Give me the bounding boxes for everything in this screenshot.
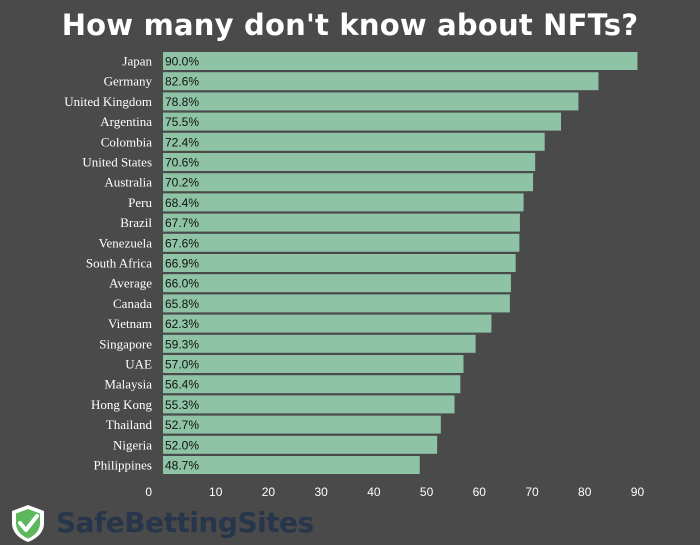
category-label: South Africa bbox=[86, 256, 152, 271]
category-label: Vietnam bbox=[108, 316, 152, 331]
category-label: Philippines bbox=[93, 458, 152, 473]
bars-layer: Japan 90.0% Germany 82.6% United Kingdom 78.8… bbox=[64, 52, 638, 474]
bar-10 bbox=[163, 254, 516, 272]
bar-18 bbox=[163, 415, 441, 434]
bar-5 bbox=[163, 153, 536, 171]
value-label: 66.0% bbox=[165, 277, 199, 291]
bar-11 bbox=[163, 274, 511, 293]
category-label: Peru bbox=[128, 195, 152, 210]
x-tick-label: 70 bbox=[525, 485, 539, 499]
x-tick-label: 50 bbox=[420, 485, 434, 499]
bar-13 bbox=[163, 314, 492, 333]
value-label: 66.9% bbox=[165, 257, 199, 271]
bar-19 bbox=[163, 435, 438, 454]
bar-15 bbox=[163, 355, 464, 373]
value-label: 57.0% bbox=[165, 358, 199, 372]
bar-6 bbox=[163, 173, 534, 192]
bar-12 bbox=[163, 294, 510, 313]
category-label: Australia bbox=[104, 175, 152, 190]
bar-4 bbox=[163, 132, 545, 151]
value-label: 68.4% bbox=[165, 196, 199, 210]
category-label: United Kingdom bbox=[64, 94, 152, 109]
value-label: 67.7% bbox=[165, 216, 199, 230]
bar-7 bbox=[163, 193, 524, 212]
category-label: Nigeria bbox=[113, 437, 152, 452]
value-label: 78.8% bbox=[165, 95, 199, 109]
category-label: Canada bbox=[113, 296, 152, 311]
bar-1 bbox=[163, 72, 599, 91]
chart-title: How many don't know about NFTs? bbox=[61, 8, 639, 42]
x-axis-ticks: 0 10 20 30 40 50 60 70 80 90 bbox=[145, 485, 644, 499]
value-label: 75.5% bbox=[165, 115, 199, 129]
category-label: Brazil bbox=[120, 215, 152, 230]
x-tick-label: 90 bbox=[631, 485, 645, 499]
category-label: Singapore bbox=[99, 336, 152, 351]
bar-0 bbox=[163, 52, 638, 70]
category-label: Average bbox=[109, 276, 152, 291]
category-label: Thailand bbox=[106, 417, 153, 432]
category-label: Malaysia bbox=[104, 377, 152, 392]
bar-16 bbox=[163, 375, 461, 394]
bar-2 bbox=[163, 92, 579, 111]
x-tick-label: 10 bbox=[209, 485, 223, 499]
value-label: 70.2% bbox=[165, 176, 199, 190]
category-label: Hong Kong bbox=[91, 397, 153, 412]
category-label: Germany bbox=[104, 74, 153, 89]
category-label: UAE bbox=[125, 357, 152, 372]
value-label: 67.6% bbox=[165, 236, 199, 250]
bar-20 bbox=[163, 456, 420, 474]
value-label: 62.3% bbox=[165, 317, 199, 331]
value-label: 52.0% bbox=[165, 438, 199, 452]
bar-3 bbox=[163, 112, 562, 131]
category-label: Japan bbox=[122, 54, 152, 69]
bar-14 bbox=[163, 334, 476, 353]
bar-9 bbox=[163, 233, 520, 252]
x-tick-label: 20 bbox=[262, 485, 276, 499]
value-label: 59.3% bbox=[165, 337, 199, 351]
x-tick-label: 0 bbox=[145, 485, 152, 499]
bar-chart: Japan 90.0% Germany 82.6% United Kingdom 78.8… bbox=[64, 52, 644, 499]
category-label: Colombia bbox=[101, 134, 153, 149]
category-label: United States bbox=[82, 155, 152, 170]
value-label: 48.7% bbox=[165, 459, 199, 473]
value-label: 82.6% bbox=[165, 75, 199, 89]
value-label: 56.4% bbox=[165, 378, 199, 392]
x-tick-label: 40 bbox=[367, 485, 381, 499]
x-tick-label: 80 bbox=[578, 485, 592, 499]
value-label: 70.6% bbox=[165, 156, 199, 170]
bar-17 bbox=[163, 395, 455, 414]
value-label: 72.4% bbox=[165, 135, 199, 149]
bar-8 bbox=[163, 213, 520, 232]
value-label: 90.0% bbox=[165, 55, 199, 69]
category-label: Venezuela bbox=[99, 235, 153, 250]
x-tick-label: 30 bbox=[314, 485, 328, 499]
value-label: 65.8% bbox=[165, 297, 199, 311]
category-label: Argentina bbox=[100, 114, 152, 129]
value-label: 52.7% bbox=[165, 418, 199, 432]
x-tick-label: 60 bbox=[473, 485, 487, 499]
shield-check-icon bbox=[12, 505, 44, 542]
value-label: 55.3% bbox=[165, 398, 199, 412]
brand-name: SafeBettingSites bbox=[56, 506, 314, 539]
